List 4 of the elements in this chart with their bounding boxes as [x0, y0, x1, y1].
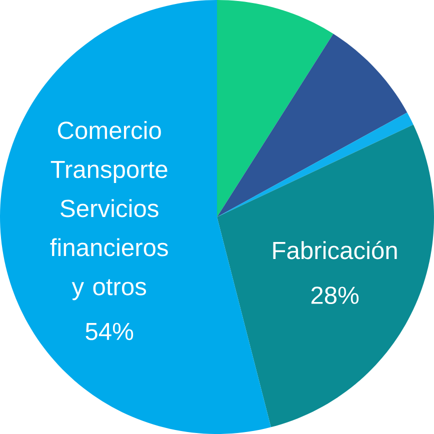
data-label: 28%: [311, 286, 359, 304]
slice-label: Fabricación: [273, 240, 397, 260]
slice-label: Comercio Transporte Servicios financieros y otros: [50, 121, 168, 300]
data-label: 54%: [86, 322, 134, 340]
